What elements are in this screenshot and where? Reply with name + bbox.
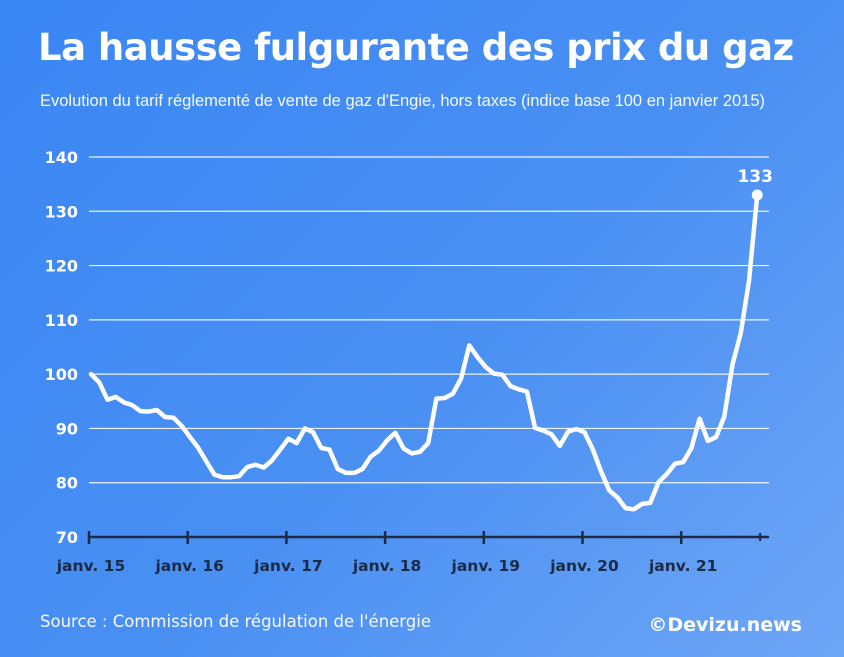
chart-subtitle: Evolution du tarif réglementé de vente d… [40, 92, 766, 110]
y-tick-label: 90 [56, 419, 78, 438]
last-point-marker [751, 189, 763, 201]
x-tick-label: janv. 15 [56, 557, 126, 575]
axis-layer: 70 80 90 100 110 120 130 140 janv. 15 janv. 16 jan… [45, 148, 769, 575]
annotation-layer: 133 [737, 167, 773, 201]
y-tick-label: 130 [45, 202, 78, 221]
x-tick-label: janv. 18 [352, 557, 422, 575]
series-line [88, 192, 760, 512]
y-tick-label: 140 [45, 148, 78, 167]
x-tick-label: janv. 16 [154, 557, 224, 575]
y-tick-label: 120 [45, 257, 78, 276]
x-tick-label: janv. 20 [549, 557, 619, 575]
x-tick-label: janv. 21 [648, 557, 718, 575]
y-tick-label: 80 [56, 474, 78, 493]
y-tick-label: 100 [45, 365, 78, 384]
line-chart: 70 80 90 100 110 120 130 140 janv. 15 janv. 16 jan… [45, 148, 773, 575]
x-tick-label: janv. 19 [451, 557, 521, 575]
chart-title: La hausse fulgurante des prix du gaz [38, 26, 794, 69]
series-layer [88, 192, 760, 512]
brand-logo: ©Devizu.news [648, 614, 802, 636]
last-value-label: 133 [737, 167, 773, 187]
y-tick-label: 110 [45, 311, 78, 330]
source-note: Source : Commission de régulation de l'é… [40, 612, 432, 631]
y-tick-label: 70 [56, 528, 78, 547]
x-tick-label: janv. 17 [253, 557, 323, 575]
